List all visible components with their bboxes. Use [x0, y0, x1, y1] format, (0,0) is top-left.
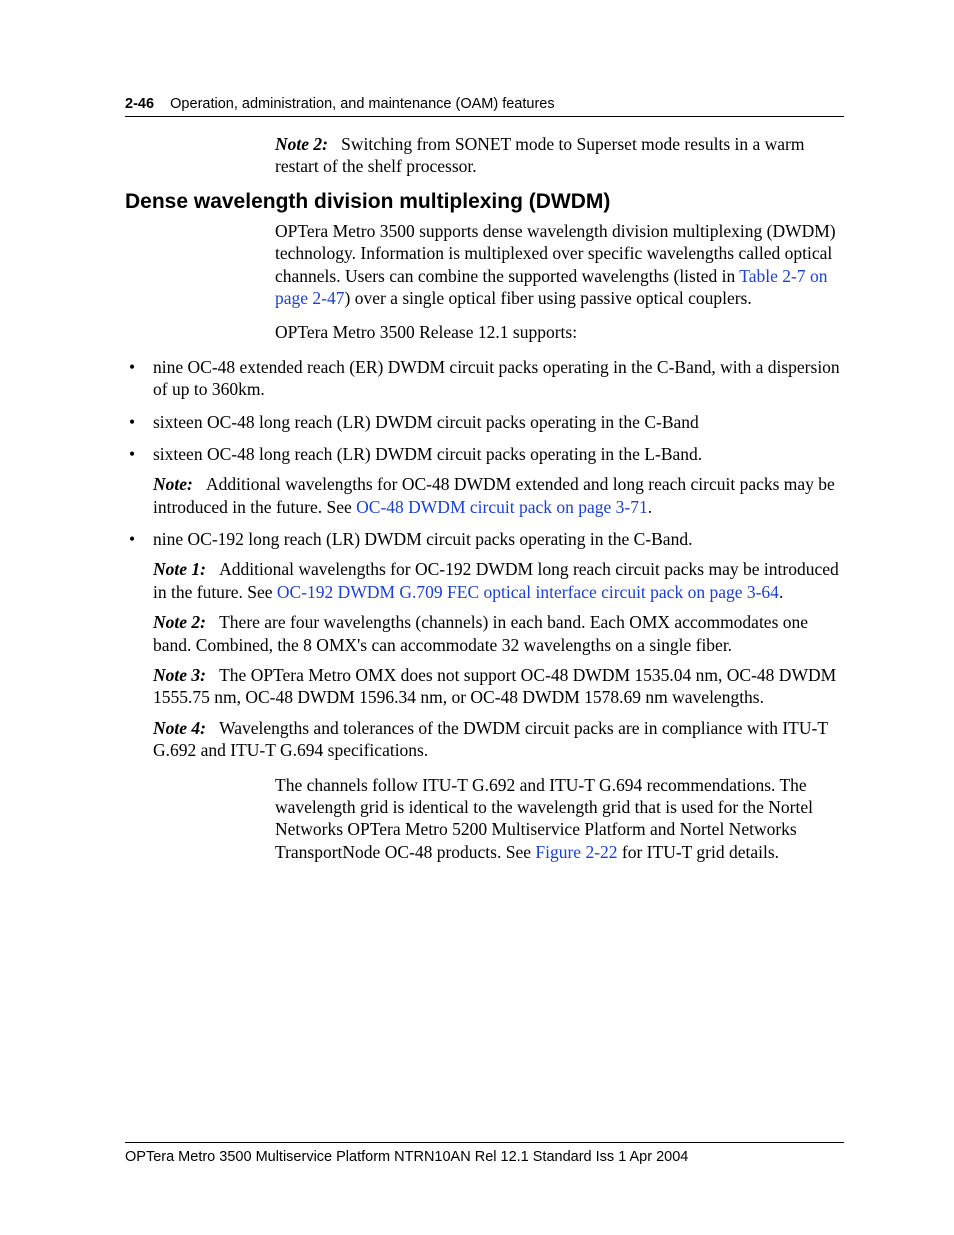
closing-paragraph: The channels follow ITU-T G.692 and ITU-…	[275, 774, 844, 864]
footer-text: OPTera Metro 3500 Multiservice Platform …	[125, 1149, 688, 1165]
note-text	[332, 134, 341, 154]
sub-note-post: .	[779, 582, 783, 602]
chapter-title-spacer	[158, 96, 170, 112]
sub-note: Note 1: Additional wavelengths for OC-19…	[153, 558, 844, 603]
page-number: 2-46	[125, 96, 154, 112]
supports-line: OPTera Metro 3500 Release 12.1 supports:	[275, 321, 844, 343]
oc48-link[interactable]: OC-48 DWDM circuit pack on page 3-71	[356, 497, 648, 517]
sub-note-text: The OPTera Metro OMX does not support OC…	[153, 665, 836, 707]
intro-paragraph: OPTera Metro 3500 supports dense wavelen…	[275, 220, 844, 310]
note-label: Note:	[153, 474, 193, 494]
figure-link[interactable]: Figure 2-22	[535, 842, 617, 862]
chapter-title: Operation, administration, and maintenan…	[170, 96, 554, 112]
sub-note-post: .	[648, 497, 652, 517]
bullet-text: nine OC-48 extended reach (ER) DWDM circ…	[153, 357, 840, 399]
note-label: Note 4:	[153, 718, 206, 738]
note-label: Note 2:	[275, 134, 328, 154]
intro-post: ) over a single optical fiber using pass…	[345, 288, 752, 308]
sub-note: Note 4: Wavelengths and tolerances of th…	[153, 717, 844, 762]
sub-note: Note 2: There are four wavelengths (chan…	[153, 611, 844, 656]
top-note-text: Switching from SONET mode to Superset mo…	[275, 134, 804, 176]
sub-note-text: There are four wavelengths (channels) in…	[153, 612, 808, 654]
section-heading: Dense wavelength division multiplexing (…	[125, 190, 844, 214]
bullet-text: nine OC-192 long reach (LR) DWDM circuit…	[153, 529, 692, 549]
note-label: Note 1:	[153, 559, 206, 579]
list-item: sixteen OC-48 long reach (LR) DWDM circu…	[125, 443, 844, 518]
oc192-link[interactable]: OC-192 DWDM G.709 FEC optical interface …	[277, 582, 779, 602]
bullet-list: nine OC-48 extended reach (ER) DWDM circ…	[125, 356, 844, 762]
sub-note: Note 3: The OPTera Metro OMX does not su…	[153, 664, 844, 709]
list-item: nine OC-192 long reach (LR) DWDM circuit…	[125, 528, 844, 762]
top-note: Note 2: Switching from SONET mode to Sup…	[275, 133, 844, 178]
bullet-text: sixteen OC-48 long reach (LR) DWDM circu…	[153, 444, 702, 464]
note-label: Note 2:	[153, 612, 206, 632]
bullet-text: sixteen OC-48 long reach (LR) DWDM circu…	[153, 412, 699, 432]
closing-post: for ITU-T grid details.	[618, 842, 780, 862]
list-item: nine OC-48 extended reach (ER) DWDM circ…	[125, 356, 844, 401]
list-item: sixteen OC-48 long reach (LR) DWDM circu…	[125, 411, 844, 433]
sub-note: Note: Additional wavelengths for OC-48 D…	[153, 473, 844, 518]
page-footer: OPTera Metro 3500 Multiservice Platform …	[125, 1142, 844, 1165]
page-header: 2-46 Operation, administration, and main…	[125, 96, 844, 117]
sub-note-text: Wavelengths and tolerances of the DWDM c…	[153, 718, 828, 760]
note-label: Note 3:	[153, 665, 206, 685]
document-page: 2-46 Operation, administration, and main…	[0, 0, 954, 1235]
